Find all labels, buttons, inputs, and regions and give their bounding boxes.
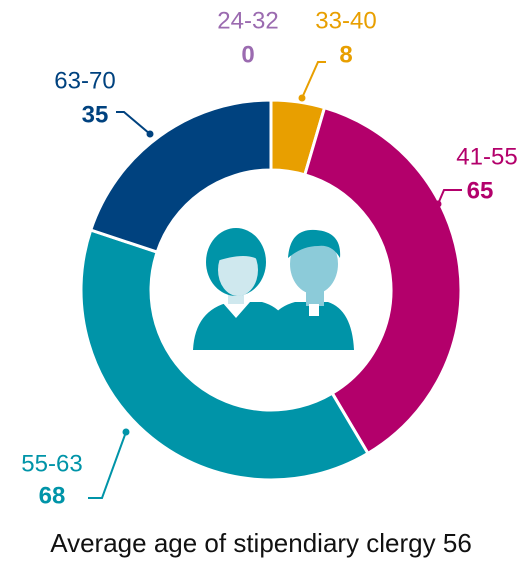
leader-line <box>437 189 462 205</box>
category-label: 63-70 <box>54 67 115 94</box>
category-label: 24-32 <box>217 7 278 34</box>
value-label: 35 <box>82 101 109 128</box>
leader-dot <box>298 94 306 102</box>
leader-dot <box>146 130 154 138</box>
category-label: 55-63 <box>21 450 82 477</box>
category-label: 33-40 <box>315 7 376 34</box>
leader-line <box>116 111 151 135</box>
wedge <box>302 105 463 456</box>
caption: Average age of stipendiary clergy 56 <box>50 528 472 558</box>
people-icon <box>193 228 354 350</box>
value-label: 68 <box>39 482 66 509</box>
value-label: 65 <box>467 177 494 204</box>
leader-line <box>301 61 326 99</box>
category-label: 41-55 <box>456 143 517 170</box>
leader-dot <box>122 428 130 436</box>
wedge <box>79 228 371 482</box>
value-label: 0 <box>241 41 254 68</box>
value-label: 8 <box>339 41 352 68</box>
leader-dot <box>434 200 442 208</box>
wedge <box>88 98 273 255</box>
leader-line <box>88 431 127 499</box>
